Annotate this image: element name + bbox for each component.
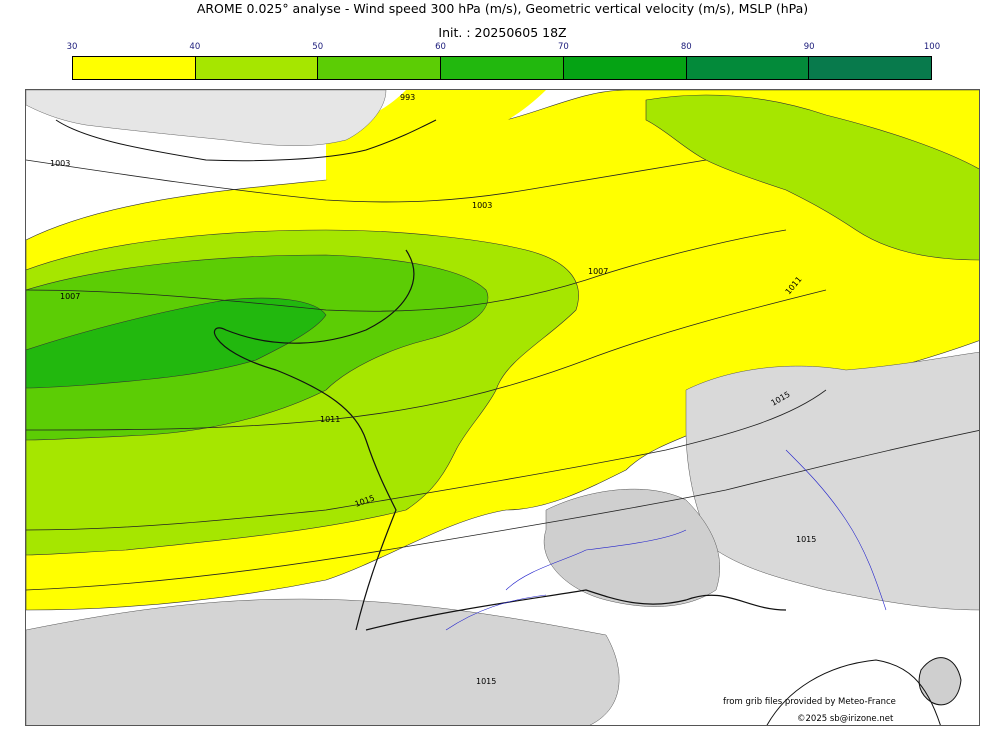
colorbar-segment: [441, 57, 564, 79]
isobar: [26, 159, 707, 203]
isobar: [26, 289, 827, 431]
credit-source: from grib files provided by Meteo-France: [723, 697, 896, 707]
colorbar-tick: 100: [923, 42, 941, 52]
colorbar-tick: 30: [66, 42, 78, 52]
isobar-label: 1003: [472, 201, 492, 210]
coastline-mediterranean: [766, 659, 941, 725]
map-title: AROME 0.025° analyse - Wind speed 300 hP…: [196, 1, 809, 16]
wind-zone-30-40-upper: [326, 90, 546, 180]
isobar-label: 1015: [796, 535, 816, 544]
weather-map: 993 1003 1003 1007 1007 1011 1011 1015 1…: [25, 89, 980, 726]
colorbar-tick: 80: [680, 42, 692, 52]
isobar-label: 1015: [476, 677, 496, 686]
colorbar-tick: 70: [558, 42, 569, 52]
colorbar-segment: [195, 57, 319, 79]
river: [505, 529, 687, 591]
colorbar-segment: [318, 57, 442, 79]
isobar-label: 1011: [320, 415, 340, 424]
isobar-label: 1007: [60, 292, 80, 301]
coastline-france: [213, 249, 787, 631]
terrain-massif-central: [543, 488, 720, 607]
terrain-pyrenees: [26, 598, 620, 725]
credit-copyright: ©2025 sb@irizone.net: [797, 714, 894, 724]
terrain-britain: [26, 90, 387, 147]
colorbar-tick: 40: [189, 42, 201, 52]
colorbar-segment: [686, 57, 810, 79]
wind-zone-60-70: [26, 297, 327, 389]
colorbar-segment: [73, 57, 196, 79]
colorbar-ticks: 30 40 50 60 70 80 90 100: [67, 42, 941, 54]
colorbar-tick: 60: [435, 42, 446, 52]
river: [445, 594, 547, 631]
wind-zone-40-50-east: [645, 94, 979, 261]
colorbar: [72, 56, 932, 80]
isobar: [26, 430, 979, 591]
isobar-label: 1003: [50, 159, 70, 168]
river: [785, 449, 887, 611]
isobar: [26, 229, 787, 312]
colorbar-segment: [563, 57, 687, 79]
init-time: Init. : 20250605 18Z: [438, 25, 567, 40]
isobar: [26, 389, 827, 531]
isobar-label: 993: [400, 93, 415, 102]
colorbar-segment: [809, 57, 932, 79]
isobar-label: 1007: [588, 267, 608, 276]
colorbar-tick: 50: [312, 42, 324, 52]
map-canvas: 993 1003 1003 1007 1007 1011 1011 1015 1…: [26, 90, 979, 725]
coastline-britain: [55, 119, 437, 162]
coastline-corsica: [918, 657, 962, 706]
colorbar-tick: 90: [803, 42, 815, 52]
